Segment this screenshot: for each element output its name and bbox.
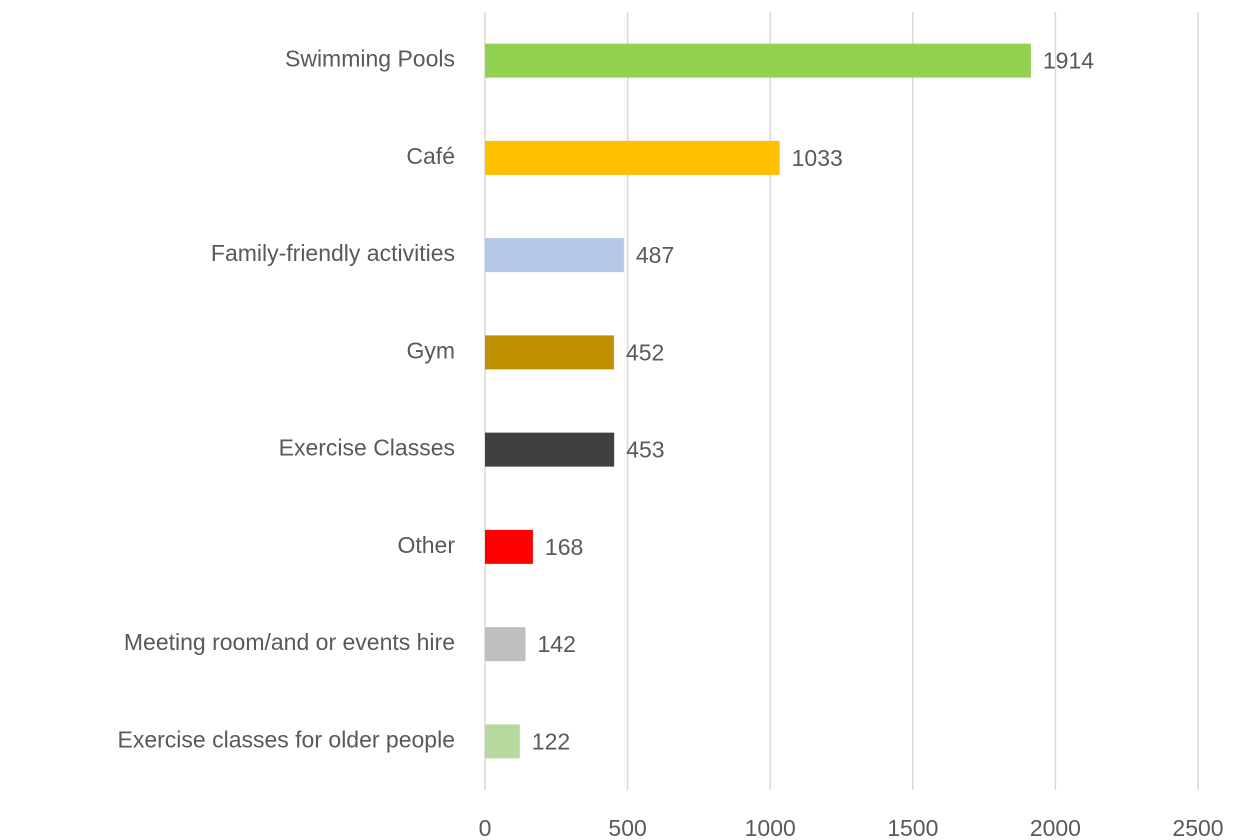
y-tick-label: Exercise Classes: [279, 435, 455, 461]
value-label: 168: [545, 534, 583, 560]
bar: [485, 529, 533, 564]
x-tick-label: 0: [479, 815, 492, 840]
x-tick-label: 2000: [1030, 815, 1081, 840]
value-label: 487: [636, 242, 674, 268]
bar: [485, 432, 615, 467]
bar: [485, 140, 780, 175]
value-label: 142: [537, 631, 575, 657]
x-tick-label: 1500: [887, 815, 938, 840]
y-tick-label: Meeting room/and or events hire: [124, 629, 455, 655]
y-tick-label: Café: [406, 143, 455, 169]
value-label: 1914: [1043, 48, 1094, 74]
x-tick-label: 1000: [745, 815, 796, 840]
y-tick-label: Other: [397, 532, 455, 558]
bar: [485, 238, 624, 273]
y-tick-label: Swimming Pools: [285, 46, 455, 72]
x-tick-label: 2500: [1172, 815, 1223, 840]
y-tick-label: Family-friendly activities: [211, 240, 455, 266]
y-tick-label: Exercise classes for older people: [118, 726, 456, 752]
value-label: 452: [626, 339, 664, 365]
bar: [485, 627, 526, 662]
bar: [485, 43, 1031, 78]
value-label: 453: [626, 437, 664, 463]
bar: [485, 724, 520, 759]
bar: [485, 335, 614, 370]
value-label: 122: [532, 728, 570, 754]
x-tick-label: 500: [608, 815, 646, 840]
value-label: 1033: [792, 145, 843, 171]
y-tick-label: Gym: [406, 337, 455, 363]
